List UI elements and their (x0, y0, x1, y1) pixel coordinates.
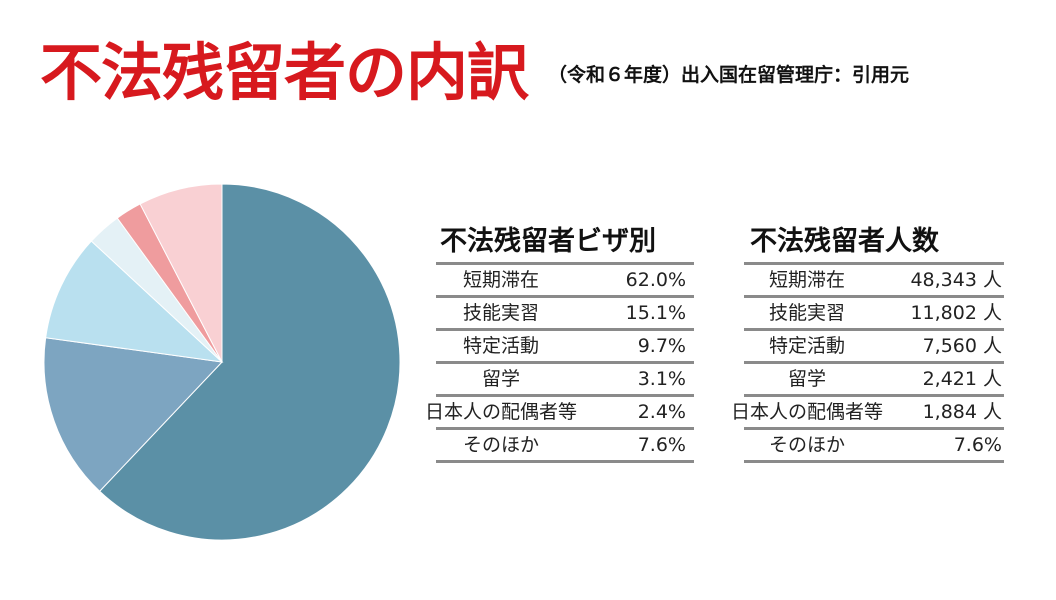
row-label: 留学 (481, 368, 520, 390)
table-row: そのほか 7.6% (744, 430, 1004, 463)
row-label: 特定活動 (768, 335, 845, 357)
row-label: 日本人の配偶者等 (424, 401, 577, 423)
table-row: 日本人の配偶者等 1,884 人 (731, 397, 1004, 430)
pie-slice-3 (45, 240, 224, 363)
row-value: 62.0% (625, 269, 686, 291)
pie-chart (43, 183, 401, 541)
headcount-table: 不法残留者人数 短期滞在 48,343 人 技能実習 11,802 人 特定活動… (731, 222, 1004, 463)
source-note: （令和６年度）出入国在留管理庁：引用元 (548, 64, 910, 86)
row-value: 1,884 人 (922, 401, 1002, 423)
row-value: 11,802 人 (910, 302, 1002, 324)
row-value: 7.6% (953, 434, 1002, 456)
row-label: そのほか (462, 434, 539, 456)
row-label: 短期滞在 (462, 269, 539, 291)
table-row: 留学 2,421 人 (744, 364, 1004, 397)
table-row: 短期滞在 48,343 人 (744, 265, 1004, 298)
table-row: 短期滞在 62.0% (436, 265, 694, 298)
table-row: 特定活動 9.7% (436, 331, 694, 364)
pie-slice-1 (98, 183, 401, 541)
row-value: 9.7% (637, 335, 686, 357)
table-row: 技能実習 11,802 人 (744, 298, 1004, 331)
row-value: 2.4% (637, 401, 686, 423)
row-value: 48,343 人 (910, 269, 1002, 291)
row-value: 7.6% (637, 434, 686, 456)
row-label: 短期滞在 (768, 269, 845, 291)
visa-breakdown-table: 不法残留者ビザ別 短期滞在 62.0% 技能実習 15.1% 特定活動 9.7%… (425, 222, 694, 463)
table-row: 日本人の配偶者等 2.4% (425, 397, 694, 430)
row-value: 7,560 人 (922, 335, 1002, 357)
count-table-heading: 不法残留者人数 (744, 222, 1004, 265)
row-label: 特定活動 (462, 335, 539, 357)
row-label: 留学 (787, 368, 826, 390)
table-row: 技能実習 15.1% (436, 298, 694, 331)
row-label: 技能実習 (768, 302, 845, 324)
row-label: 技能実習 (462, 302, 539, 324)
table-row: 特定活動 7,560 人 (744, 331, 1004, 364)
table-row: そのほか 7.6% (436, 430, 694, 463)
visa-table-heading: 不法残留者ビザ別 (436, 222, 694, 265)
page-title: 不法残留者の内訳 (40, 36, 529, 109)
row-value: 2,421 人 (922, 368, 1002, 390)
row-label: そのほか (768, 434, 845, 456)
row-label: 日本人の配偶者等 (730, 401, 883, 423)
table-row: 留学 3.1% (436, 364, 694, 397)
row-value: 3.1% (637, 368, 686, 390)
pie-slice-2 (43, 337, 224, 492)
pie-slice-6 (139, 183, 223, 363)
row-value: 15.1% (625, 302, 686, 324)
